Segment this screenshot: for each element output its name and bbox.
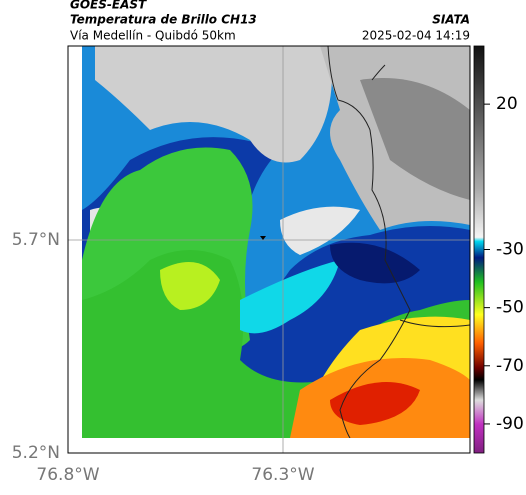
region: Vía Medellín - Quibdó 50km	[70, 29, 236, 43]
title: GOES-EAST	[70, 0, 147, 12]
colorbar-tick-label: -70	[496, 356, 524, 376]
source: SIATA	[432, 13, 470, 27]
lat-label: 5.7°N	[12, 230, 60, 250]
colorbar-tick-label: -30	[496, 240, 524, 260]
map-frame	[67, 45, 471, 454]
colorbar-tick-label: 20	[496, 94, 518, 114]
lat-label: 5.2°N	[12, 443, 60, 463]
subtitle: Temperatura de Brillo CH13	[70, 13, 257, 27]
colorbar	[473, 45, 485, 454]
lon-label: 76.8°W	[36, 465, 99, 485]
satellite-image	[82, 46, 470, 438]
colorbar-tick-label: -50	[496, 298, 524, 318]
city-marker	[260, 236, 266, 240]
colorbar-ticks: 20 -30 -50 -70 -90	[484, 94, 524, 434]
datetime: 2025-02-04 14:19	[362, 29, 470, 43]
lon-label: 76.3°W	[251, 465, 314, 485]
colorbar-tick-label: -90	[496, 414, 524, 434]
